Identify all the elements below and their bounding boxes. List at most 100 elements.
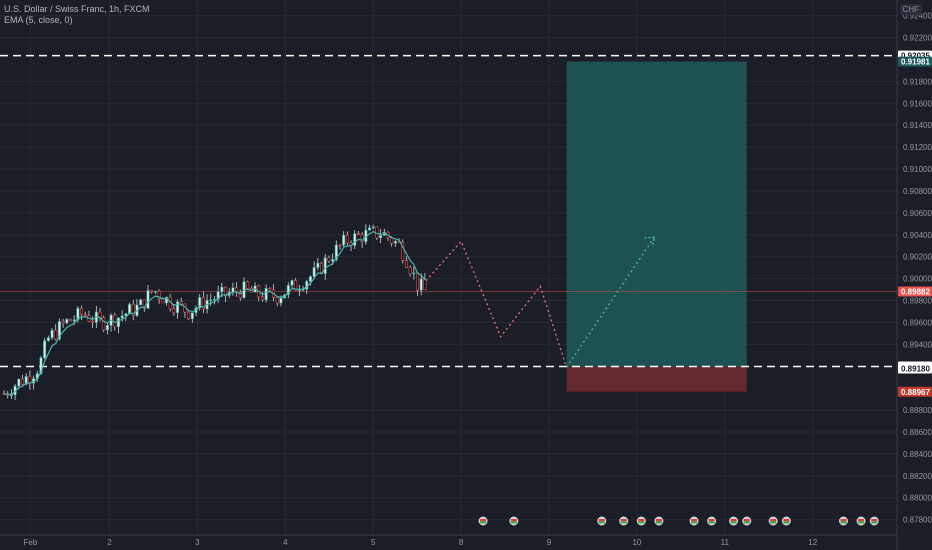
event-marker-stripe [730, 521, 737, 524]
event-marker-stripe [620, 521, 627, 524]
candle-body [260, 296, 264, 301]
candle-body [43, 340, 47, 359]
time-tick-label: 8 [459, 538, 464, 547]
price-tag-stop: 0.88967 [898, 386, 932, 397]
candle-body [334, 244, 338, 260]
price-tick-label: 0.89600 [903, 318, 932, 327]
candle-body [275, 297, 279, 304]
price-tick-label: 0.91000 [903, 165, 932, 174]
candle-body [83, 314, 87, 316]
candle-body [342, 234, 346, 246]
candle-body [327, 257, 331, 262]
event-marker-icon[interactable] [508, 515, 520, 527]
candle-body [39, 357, 43, 374]
candle-body [294, 280, 298, 291]
event-marker-stripe [743, 519, 750, 522]
event-marker-stripe [480, 521, 487, 524]
candle-body [338, 244, 342, 247]
candle-body [345, 234, 349, 244]
time-tick-label: Feb [24, 538, 38, 547]
price-tick-label: 0.88000 [903, 494, 932, 503]
candle-body [312, 267, 316, 277]
price-tick-label: 0.90000 [903, 275, 932, 284]
candle-body [279, 297, 283, 304]
event-marker-stripe [510, 521, 517, 524]
event-marker-icon[interactable] [618, 515, 630, 527]
candle-body [353, 233, 357, 246]
candle-body [209, 299, 213, 302]
price-tag-target: 0.91981 [898, 56, 932, 67]
event-marker-stripe [770, 519, 777, 522]
candle-body [68, 318, 72, 322]
chart-legend: U.S. Dollar / Swiss Franc, 1h, FXCM EMA … [4, 4, 150, 26]
projection-polyline [425, 240, 568, 368]
candle-body [190, 312, 194, 320]
price-tag-bg [898, 386, 932, 397]
event-marker-icon[interactable] [688, 515, 700, 527]
event-marker-stripe [730, 519, 737, 522]
event-marker-stripe [783, 519, 790, 522]
event-marker-stripe [638, 521, 645, 524]
candle-body [150, 290, 154, 293]
price-tick-label: 0.89800 [903, 297, 932, 306]
projection-path[interactable] [425, 236, 656, 368]
price-tick-label: 0.88200 [903, 472, 932, 481]
event-marker-icon[interactable] [741, 515, 753, 527]
chart-grid [0, 0, 897, 535]
event-marker-stripe [691, 521, 698, 524]
event-marker-stripe [871, 519, 878, 522]
event-marker-icon[interactable] [635, 515, 647, 527]
candle-body [120, 315, 124, 319]
ema-polyline [3, 230, 426, 396]
event-marker-stripe [510, 519, 517, 522]
event-marker-stripe [871, 521, 878, 524]
candle-body [76, 308, 80, 320]
price-tick-label: 0.91800 [903, 77, 932, 86]
price-tag-label: 0.92035 [901, 52, 930, 61]
price-tick-label: 0.87800 [903, 516, 932, 525]
candle-body [57, 321, 61, 340]
target-arrowhead [644, 236, 656, 248]
candle-body [105, 325, 109, 331]
candle-body [331, 259, 335, 262]
candle-body [419, 278, 423, 291]
price-tick-label: 0.91600 [903, 99, 932, 108]
price-axis[interactable]: 0.92400 0.92200 0.91800 0.91600 0.91400 0.912… [896, 0, 932, 550]
event-marker-stripe [858, 519, 865, 522]
event-marker-icon[interactable] [596, 515, 608, 527]
indicator-title[interactable]: EMA (5, close, 0) [4, 15, 73, 25]
event-marker-icon[interactable] [855, 515, 867, 527]
candle-body [54, 330, 58, 340]
event-marker-icon[interactable] [767, 515, 779, 527]
candle-body [246, 281, 250, 289]
horizontal-lines[interactable] [0, 54, 897, 368]
time-tick-label: 9 [547, 538, 552, 547]
event-marker-stripe [598, 521, 605, 524]
price-tick-label: 0.91200 [903, 143, 932, 152]
event-markers[interactable] [477, 515, 880, 527]
candle-body [198, 297, 202, 309]
candle-body [379, 235, 383, 239]
event-marker-icon[interactable] [728, 515, 740, 527]
event-marker-stripe [598, 519, 605, 522]
candles [2, 224, 427, 401]
event-marker-stripe [691, 519, 698, 522]
event-marker-stripe [858, 521, 865, 524]
candle-body [172, 308, 176, 314]
currency-label[interactable]: CHF [899, 4, 922, 15]
time-tick-label: 4 [283, 538, 288, 547]
event-marker-icon[interactable] [868, 515, 880, 527]
event-marker-icon[interactable] [837, 515, 849, 527]
event-marker-icon[interactable] [780, 515, 792, 527]
price-tag-current: 0.89882 [898, 286, 932, 297]
ema-line [3, 230, 426, 396]
price-tag-label: 0.89180 [901, 364, 930, 373]
price-tick-label: 0.89400 [903, 340, 932, 349]
event-marker-icon[interactable] [706, 515, 718, 527]
candle-body [360, 234, 364, 243]
event-marker-icon[interactable] [653, 515, 665, 527]
time-axis[interactable]: Feb 2 3 4 5 8 9 10 11 12 [0, 534, 897, 547]
symbol-title[interactable]: U.S. Dollar / Swiss Franc, 1h, FXCM [4, 4, 150, 14]
event-marker-icon[interactable] [477, 515, 489, 527]
